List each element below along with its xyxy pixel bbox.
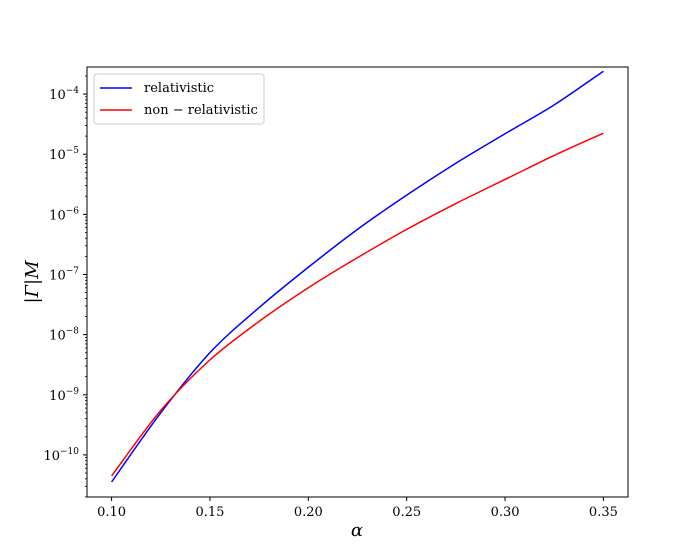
y-tick-label: 10−7 <box>49 266 79 283</box>
x-axis: 0.10 0.15 0.20 0.25 0.30 0.35 <box>97 497 618 520</box>
y-tick-base: 10 <box>49 148 66 163</box>
x-tick-label: 0.20 <box>294 505 323 520</box>
series-line-0 <box>110 70 604 483</box>
y-tick-exponent: −4 <box>66 86 80 96</box>
y-tick-base: 10 <box>49 268 66 283</box>
legend-label: non − relativistic <box>144 103 258 118</box>
x-tick-label: 0.15 <box>195 505 224 520</box>
series-lines <box>110 70 604 483</box>
y-tick-exponent: −5 <box>66 146 80 156</box>
y-tick-label: 10−6 <box>49 206 79 223</box>
y-tick-exponent: −7 <box>66 266 80 276</box>
x-axis-label: α <box>351 520 363 541</box>
legend: relativistic non − relativistic <box>93 73 265 125</box>
x-tick-label: 0.10 <box>97 505 126 520</box>
x-tick-label: 0.35 <box>589 505 618 520</box>
y-tick-exponent: −9 <box>66 387 80 397</box>
y-axis-label: |Γ|M <box>22 260 43 304</box>
y-tick-base: 10 <box>49 329 66 344</box>
y-tick-exponent: −10 <box>60 447 79 457</box>
plot-frame <box>86 66 629 498</box>
series-line-1 <box>110 132 604 477</box>
y-tick-label: 10−9 <box>49 387 79 404</box>
y-tick-label: 10−5 <box>49 146 79 163</box>
y-tick-label: 10−4 <box>49 86 79 103</box>
y-tick-label: 10−10 <box>43 447 79 464</box>
y-tick-base: 10 <box>49 389 66 404</box>
y-tick-exponent: −8 <box>66 327 80 337</box>
y-tick-exponent: −6 <box>66 206 80 216</box>
y-tick-base: 10 <box>49 208 66 223</box>
legend-label: relativistic <box>144 81 214 96</box>
y-tick-base: 10 <box>43 449 60 464</box>
y-tick-base: 10 <box>49 88 66 103</box>
x-tick-label: 0.25 <box>392 505 421 520</box>
x-tick-label: 0.30 <box>491 505 520 520</box>
y-tick-label: 10−8 <box>49 327 79 344</box>
legend-box <box>93 73 265 125</box>
